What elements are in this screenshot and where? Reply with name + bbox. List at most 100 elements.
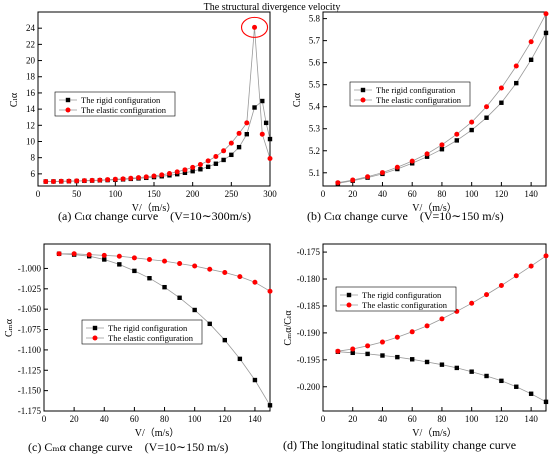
elastic-point (58, 178, 64, 184)
elastic-point (146, 256, 152, 262)
elastic-point (454, 131, 460, 137)
rigid-point (205, 164, 211, 170)
rigid-point (484, 373, 489, 379)
elastic-point (128, 175, 134, 181)
elastic-point (484, 104, 490, 110)
rigid-point (198, 167, 203, 172)
rigid-point (222, 337, 227, 343)
y-tick-label: 18 (26, 72, 36, 82)
elastic-point (56, 251, 62, 257)
elastic-point (120, 176, 126, 182)
x-tick-label: 40 (378, 189, 388, 199)
y-tick-label: -1.125 (18, 365, 42, 375)
chart-3: 0 20 40 60 80 100 120 140 -0.175 -0.180 -0.185 -0.1… (283, 243, 549, 439)
x-tick-label: 140 (524, 414, 538, 424)
elastic-point (190, 164, 196, 170)
elastic-point (182, 167, 188, 173)
elastic-point (350, 177, 356, 183)
rigid-point (117, 262, 122, 267)
x-tick-label: 140 (524, 189, 538, 199)
elastic-point (335, 180, 341, 186)
elastic-point (207, 266, 213, 272)
elastic-point (71, 251, 77, 257)
x-tick-label: 20 (70, 414, 80, 424)
elastic-point (409, 329, 415, 335)
rigid-point (190, 168, 195, 174)
legend-label: The elastic configuration (362, 300, 448, 310)
elastic-point (513, 63, 519, 69)
rigid-point (543, 30, 549, 36)
elastic-point (236, 130, 242, 136)
series-line (337, 351, 547, 403)
rigid-point (439, 147, 445, 152)
rigid-point (454, 365, 459, 371)
rigid-point (499, 100, 504, 105)
x-tick-label: 50 (72, 189, 82, 199)
y-tick-label: -0.190 (297, 328, 321, 338)
elastic-point (222, 270, 228, 276)
annotation-ellipse (240, 16, 269, 38)
y-axis-label: Cₘα (4, 318, 15, 337)
elastic-point (379, 170, 385, 176)
x-tick-label: 0 (36, 189, 41, 199)
rigid-point (207, 321, 212, 327)
legend-marker-circle (65, 107, 71, 113)
elastic-point (86, 252, 92, 258)
y-tick-label: 12 (26, 120, 35, 130)
y-tick-label: -0.195 (297, 355, 321, 365)
rigid-point (350, 350, 355, 356)
elastic-point (252, 279, 258, 285)
elastic-point (159, 172, 165, 178)
rigid-point (484, 115, 489, 120)
legend-label: The elastic configuration (376, 95, 462, 105)
elastic-point (543, 11, 549, 17)
rigid-point (469, 127, 474, 133)
x-tick-label: 20 (348, 189, 358, 199)
y-tick-label: -1.025 (18, 284, 42, 294)
elastic-point (244, 120, 250, 126)
elastic-point (97, 177, 103, 183)
elastic-point (424, 323, 430, 329)
x-axis-label: V/（m/s） (132, 202, 176, 214)
x-tick-label: 250 (225, 189, 239, 199)
legend-label: The rigid configuration (376, 85, 456, 95)
chart-1: 0 20 40 60 80 100 120 140 5.1 5.2 5.3 5.4 5.5 5.6 5.7 5… (292, 11, 549, 214)
rigid-point (132, 268, 137, 274)
x-tick-label: 300 (263, 189, 277, 199)
elastic-point (116, 253, 122, 259)
x-tick-label: 60 (130, 414, 140, 424)
x-axis-label: V/（m/s） (135, 427, 179, 439)
x-tick-label: 100 (465, 189, 479, 199)
elastic-point (498, 85, 504, 91)
legend-marker-circle (346, 302, 352, 308)
elastic-point (101, 252, 107, 258)
elastic-point (213, 153, 219, 159)
x-tick-label: 100 (188, 414, 202, 424)
rigid-point (424, 359, 430, 365)
elastic-point (197, 162, 203, 168)
y-axis-label: Cₘα/Cₗα (283, 310, 294, 346)
rigid-point (528, 57, 534, 62)
rigid-point (221, 157, 226, 163)
elastic-point (543, 253, 549, 259)
rigid-point (439, 362, 445, 367)
elastic-point (252, 24, 258, 30)
elastic-point (66, 178, 72, 184)
rigid-point (162, 284, 167, 290)
x-tick-label: 80 (437, 414, 447, 424)
elastic-point (267, 155, 273, 161)
rigid-point (410, 357, 415, 362)
rigid-point (267, 403, 273, 408)
rigid-point (395, 354, 400, 360)
rigid-point (237, 356, 243, 362)
elastic-point (484, 292, 490, 298)
plot-frame (322, 243, 547, 412)
caption-chart-c: (c) Cₘα change curve (V=10∼150 m/s) (28, 440, 229, 454)
elastic-point (74, 178, 80, 184)
y-tick-label: 6 (31, 169, 36, 179)
y-tick-label: 5.1 (309, 168, 320, 178)
y-tick-label: -0.185 (297, 301, 321, 311)
